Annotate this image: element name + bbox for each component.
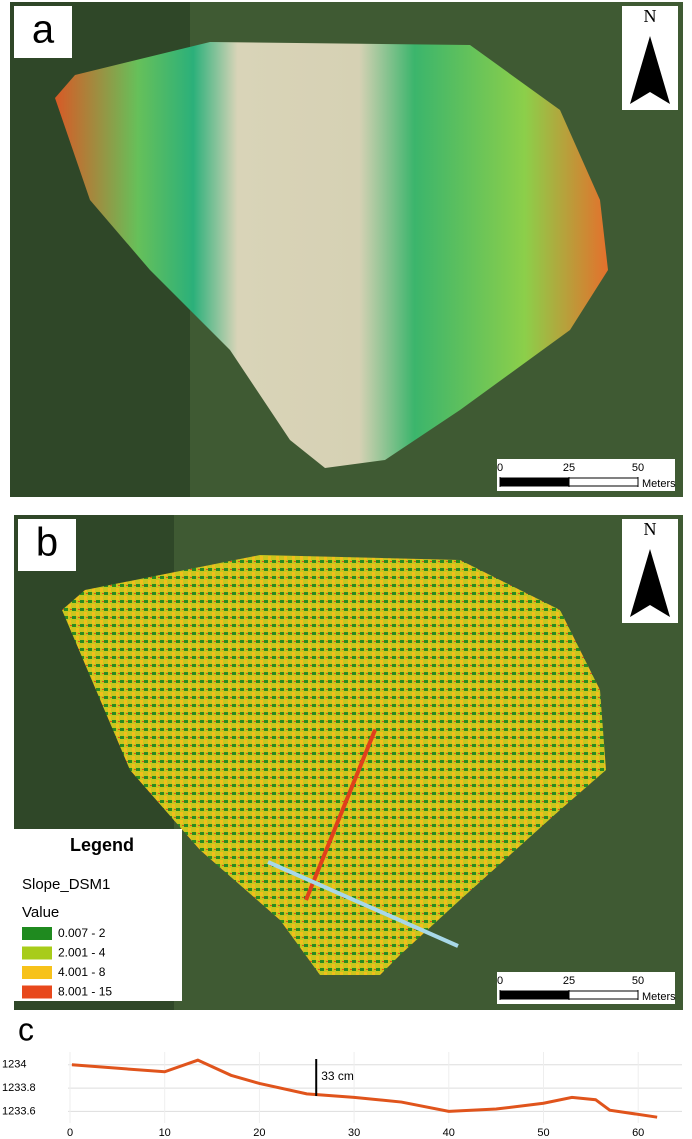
x-tick-label: 60 <box>632 1127 644 1139</box>
profile-line <box>72 1060 657 1117</box>
scale-segment <box>500 991 569 999</box>
figure: a N 0 25 50 Meters b N 0 25 50 Meters Legend S… <box>0 0 692 1139</box>
x-tick-label: 10 <box>159 1127 171 1139</box>
scale-tick-label: 0 <box>497 462 503 474</box>
legend-layer: Slope_DSM1 <box>22 876 110 893</box>
legend-label: 8.001 - 15 <box>58 985 112 999</box>
legend-swatch <box>22 986 52 999</box>
legend-swatch <box>22 947 52 960</box>
x-tick-label: 30 <box>348 1127 360 1139</box>
legend-swatch <box>22 927 52 940</box>
legend-label: 2.001 - 4 <box>58 946 106 960</box>
scale-bar: 0 25 50 Meters <box>497 972 676 1004</box>
north-label: N <box>644 6 657 26</box>
scale-tick-label: 25 <box>563 462 575 474</box>
page: a N 0 25 50 Meters b N 0 25 50 Meters Legend S… <box>0 0 692 1139</box>
panel-b: b N 0 25 50 Meters Legend Slope_DSM1 Value … <box>14 515 683 1010</box>
panel-a: a N 0 25 50 Meters <box>10 2 683 497</box>
y-tick-label: 1233.8 <box>2 1082 36 1094</box>
panel-label: c <box>18 1011 34 1047</box>
panel-label: a <box>32 8 55 52</box>
x-tick-label: 20 <box>253 1127 265 1139</box>
x-tick-label: 40 <box>443 1127 455 1139</box>
y-tick-label: 1233.6 <box>2 1105 36 1117</box>
legend-swatch <box>22 966 52 979</box>
legend: Legend Slope_DSM1 Value 0.007 - 2 2.001 -… <box>14 829 182 1001</box>
scale-segment <box>569 478 638 486</box>
scale-tick-label: 50 <box>632 975 644 987</box>
scale-segment <box>500 478 569 486</box>
legend-field: Value <box>22 904 59 921</box>
scale-unit: Meters <box>642 478 676 490</box>
north-label: N <box>644 519 657 539</box>
panel-label: b <box>36 521 58 565</box>
scale-unit: Meters <box>642 991 676 1003</box>
x-tick-label: 0 <box>67 1127 73 1139</box>
legend-title: Legend <box>70 835 134 855</box>
y-tick-label: 1234 <box>2 1059 26 1071</box>
scale-tick-label: 25 <box>563 975 575 987</box>
annotation: 33 cm <box>321 1069 354 1083</box>
scale-tick-label: 50 <box>632 462 644 474</box>
profile-chart: c 1233.6 1233.8 1234 0 10 20 30 40 50 60 33 cm <box>2 1011 682 1138</box>
legend-label: 0.007 - 2 <box>58 926 106 940</box>
scale-bar: 0 25 50 Meters <box>497 459 676 491</box>
scale-segment <box>569 991 638 999</box>
x-tick-label: 50 <box>537 1127 549 1139</box>
legend-label: 4.001 - 8 <box>58 965 106 979</box>
scale-tick-label: 0 <box>497 975 503 987</box>
